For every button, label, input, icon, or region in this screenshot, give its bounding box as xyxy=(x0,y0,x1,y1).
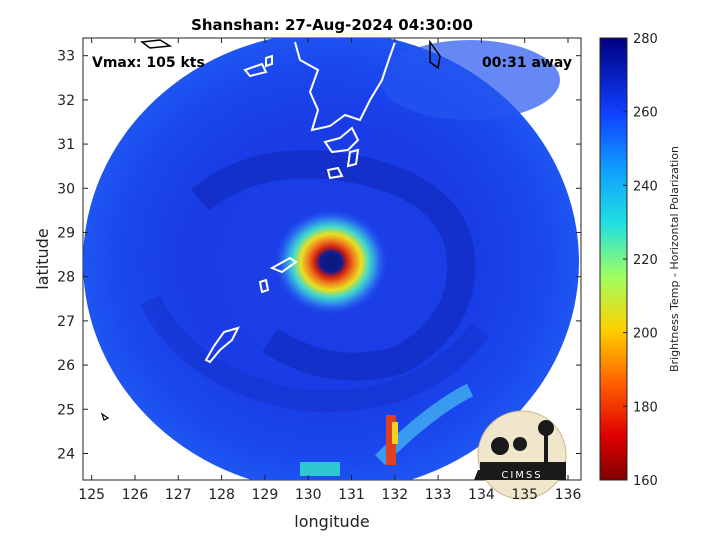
colorbar-label: Brightness Temp - Horizontal Polarizatio… xyxy=(668,146,681,372)
x-tick-label: 125 xyxy=(78,487,105,503)
y-tick-label: 29 xyxy=(57,225,75,241)
island-1 xyxy=(323,126,360,154)
eye xyxy=(323,254,339,270)
coastline-ne xyxy=(429,39,441,70)
island-6 xyxy=(265,54,273,68)
x-tick-label: 131 xyxy=(338,487,365,503)
y-tick-label: 25 xyxy=(57,402,75,418)
time-offset-label: 00:31 away xyxy=(482,55,572,71)
x-tick-label: 127 xyxy=(165,487,192,503)
y-tick-label: 24 xyxy=(57,446,75,462)
y-tick-label: 27 xyxy=(57,314,75,330)
y-tick-label: 30 xyxy=(57,181,75,197)
island-5 xyxy=(243,62,268,78)
x-axis-label: longitude xyxy=(294,512,369,531)
island-3 xyxy=(346,148,360,168)
colorbar-tick-label: 220 xyxy=(633,253,658,268)
colorbar-tick-label: 240 xyxy=(633,179,658,194)
y-tick-label: 32 xyxy=(57,93,75,109)
vmax-label: Vmax: 105 kts xyxy=(92,55,205,71)
logo-base xyxy=(474,470,566,480)
logo-dish-2 xyxy=(513,437,527,451)
logo-tank xyxy=(538,420,554,436)
x-tick-label: 126 xyxy=(122,487,149,503)
convection-cell-core xyxy=(392,422,398,444)
x-tick-label: 129 xyxy=(252,487,279,503)
colorbar-tick-label: 180 xyxy=(633,400,658,415)
convection-cell xyxy=(386,415,396,465)
y-axis-ticks: 24 25 26 27 28 29 30 31 32 33 xyxy=(57,49,581,462)
colorbar-tick-label: 160 xyxy=(633,474,658,489)
colorbar-ticks: 160 180 200 220 240 260 280 xyxy=(623,32,658,489)
x-tick-label: 132 xyxy=(381,487,408,503)
island-okinawa xyxy=(204,326,240,364)
y-tick-label: 33 xyxy=(57,49,75,65)
spiral-band xyxy=(191,150,476,381)
coastline-taiwan-islet xyxy=(100,412,110,421)
logo-band xyxy=(480,462,566,472)
colorbar xyxy=(599,37,628,481)
y-tick-label: 26 xyxy=(57,358,75,374)
x-tick-label: 130 xyxy=(295,487,322,503)
light-region xyxy=(380,40,560,120)
chart-title: Shanshan: 27-Aug-2024 04:30:00 xyxy=(191,16,473,34)
x-tick-label: 136 xyxy=(555,487,582,503)
colorbar-tick-label: 280 xyxy=(633,32,658,47)
colorbar-tick-label: 200 xyxy=(633,327,658,342)
x-tick-label: 128 xyxy=(208,487,235,503)
logo-text: CIMSS xyxy=(501,470,542,481)
x-tick-label: 135 xyxy=(511,487,538,503)
logo-dish xyxy=(491,437,509,455)
x-tick-label: 134 xyxy=(468,487,495,503)
logo-tower xyxy=(544,432,548,466)
coastline-kyushu xyxy=(294,41,396,132)
cimss-logo: CIMSS xyxy=(474,410,567,500)
y-tick-label: 28 xyxy=(57,270,75,286)
convection-south xyxy=(300,462,340,476)
island-2 xyxy=(326,166,344,180)
spiral-band-outer xyxy=(140,294,489,413)
island-amami xyxy=(269,256,298,274)
coastline-korea xyxy=(140,39,173,49)
colorbar-tick-label: 260 xyxy=(633,106,658,121)
satellite-swath xyxy=(83,38,579,480)
x-tick-label: 133 xyxy=(425,487,452,503)
x-axis-ticks: 125 126 127 128 129 130 131 132 133 134 135 136 xyxy=(78,38,581,503)
y-axis-label: latitude xyxy=(33,228,52,289)
island-4 xyxy=(258,278,270,294)
y-tick-label: 31 xyxy=(57,137,75,153)
